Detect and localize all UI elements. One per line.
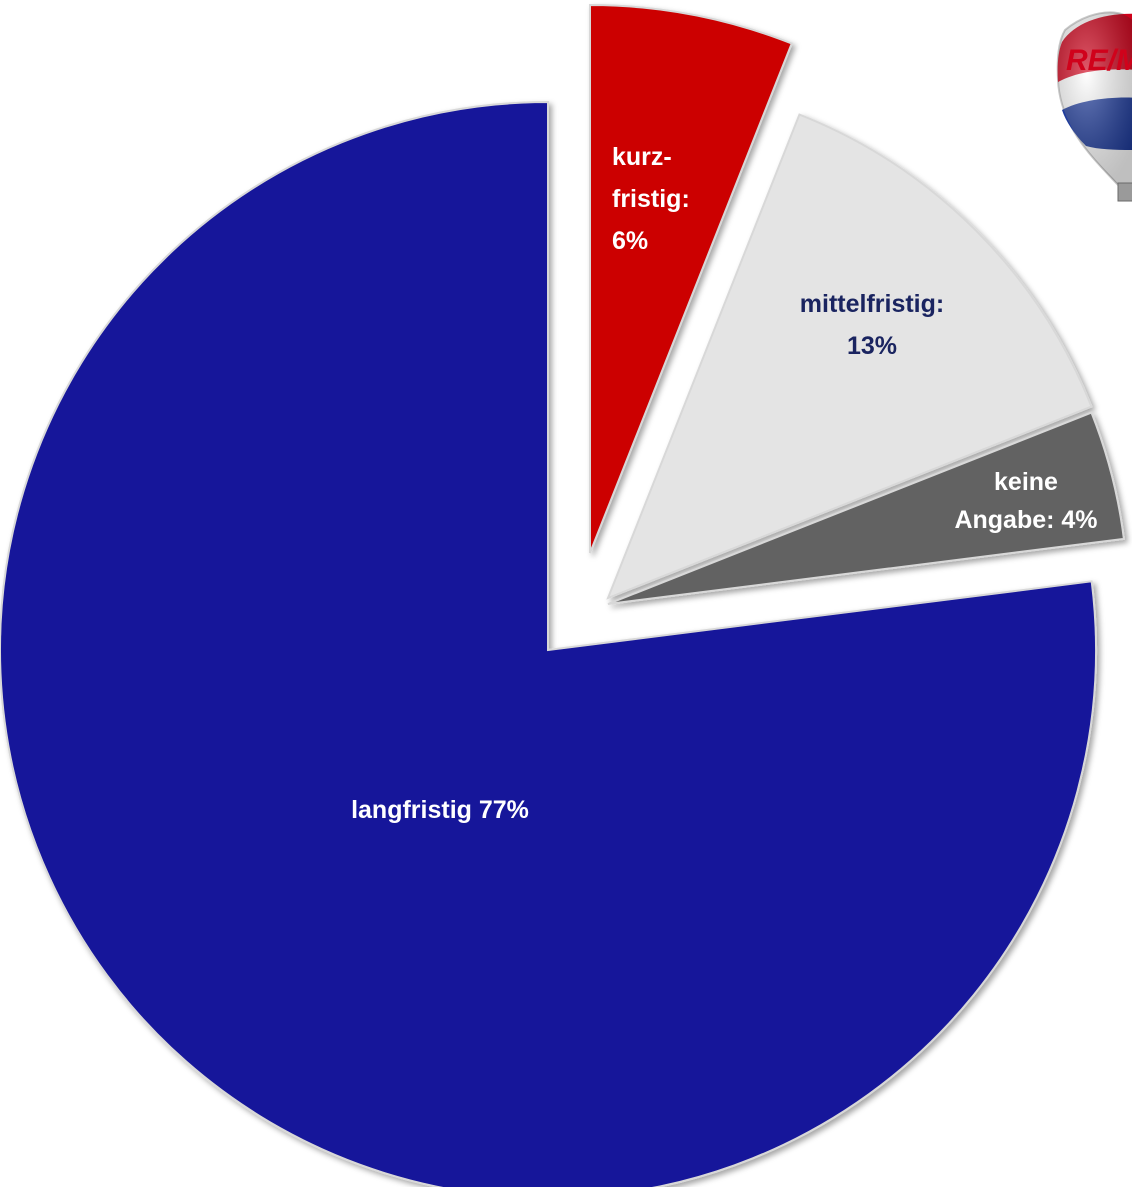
pie-label-line: 6% bbox=[612, 227, 648, 255]
pie-slice-kurzfristig bbox=[589, 3, 794, 554]
pie-label-line: Angabe: 4% bbox=[954, 506, 1097, 534]
remax-balloon-logo: RE/M bbox=[1056, 11, 1132, 202]
pie-label-line: langfristig 77% bbox=[351, 796, 529, 824]
pie-slice-langfristig bbox=[0, 100, 1097, 1187]
pie-label-line: mittelfristig: bbox=[800, 290, 944, 318]
pie-label-line: fristig: bbox=[612, 185, 690, 213]
pie-slice-keine_angabe bbox=[607, 411, 1126, 605]
pie-label-line: kurz- bbox=[612, 143, 672, 171]
logo-text: RE/M bbox=[1066, 44, 1132, 77]
pie-label-kurzfristig: kurz-fristig: 6% bbox=[612, 143, 690, 255]
pie-label-mittelfristig: mittelfristig: 13% bbox=[800, 290, 944, 360]
pie-slices bbox=[0, 3, 1126, 1187]
balloon-shade bbox=[1057, 12, 1132, 185]
pie-labels: kurz-fristig: 6% mittelfristig: 13% keine Ang… bbox=[351, 143, 1097, 824]
pie-slice-mittelfristig bbox=[606, 113, 1093, 600]
balloon-icon bbox=[1056, 11, 1132, 202]
balloon-basket bbox=[1117, 182, 1132, 202]
pie-label-langfristig: langfristig 77% bbox=[351, 796, 529, 824]
pie-label-line: keine bbox=[994, 468, 1058, 496]
pie-label-keine_angabe: keine Angabe: 4% bbox=[954, 468, 1097, 534]
pie-label-line: 13% bbox=[847, 332, 897, 360]
